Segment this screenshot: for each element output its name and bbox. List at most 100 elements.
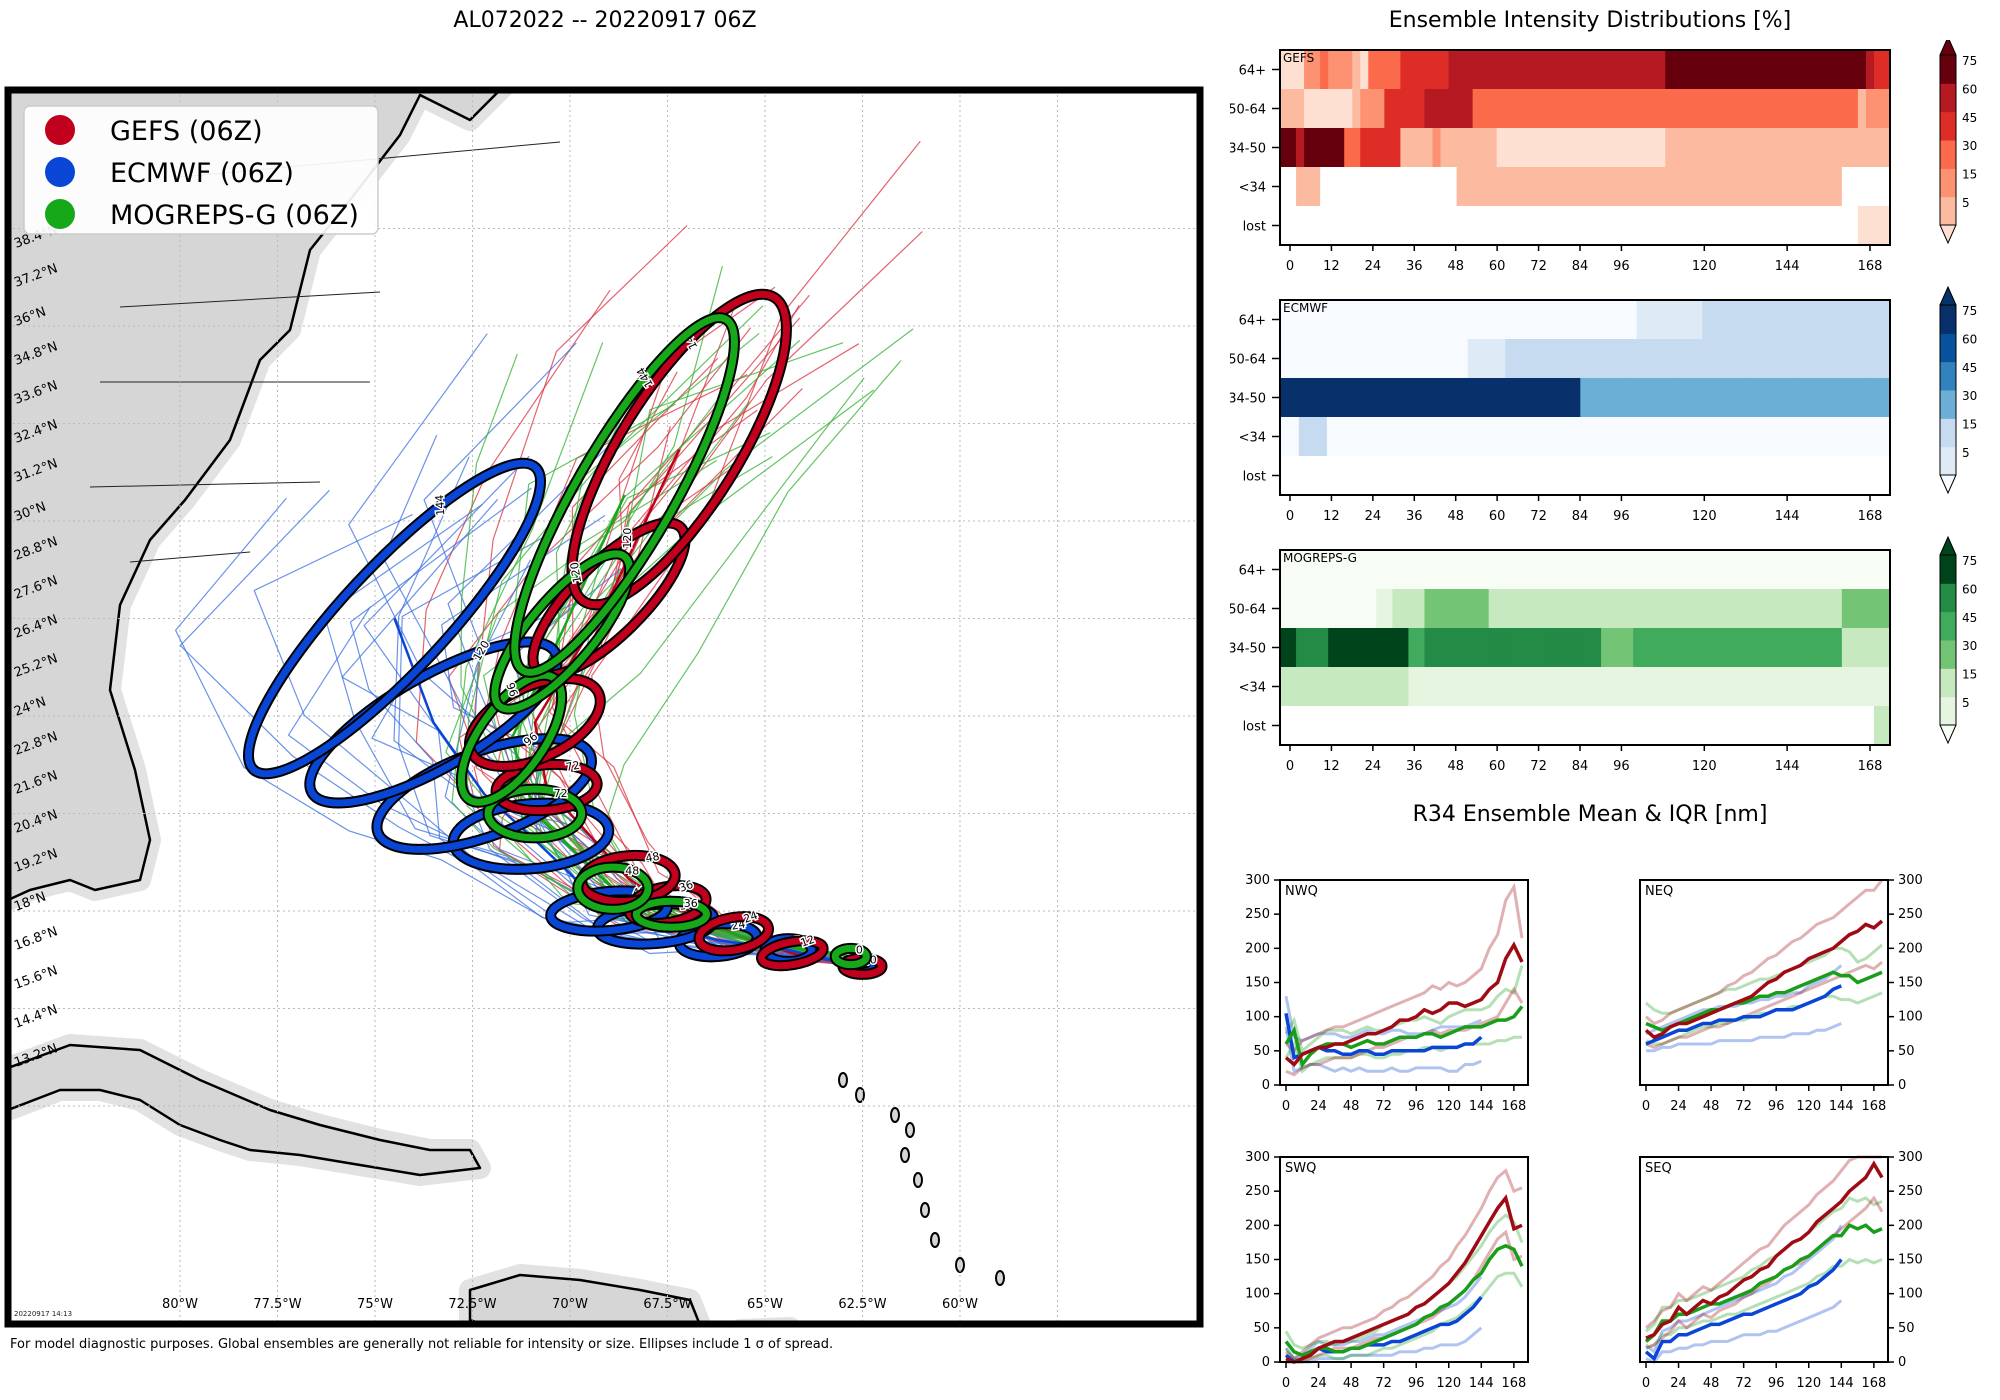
x-tick-label: 0 [1286, 259, 1294, 274]
heat-cell [1674, 300, 1685, 340]
heat-cell [1749, 456, 1760, 496]
heat-cell [1336, 128, 1345, 168]
heat-cell [1849, 550, 1859, 590]
heat-cell [1552, 706, 1562, 746]
ellipse-gefs-24h: 24 [693, 907, 774, 957]
heat-cell [1593, 628, 1602, 668]
heat-cell [1833, 550, 1843, 590]
heat-cell [1681, 667, 1690, 707]
heat-cell [1384, 706, 1393, 746]
heat-cell [1495, 456, 1506, 496]
x-tick-label: 72 [1530, 509, 1547, 524]
heat-cell [1430, 378, 1441, 418]
ecmwf-dot-icon [45, 157, 75, 187]
heat-cell [1881, 667, 1891, 707]
heat-cell [1737, 50, 1747, 90]
heat-cell [1344, 128, 1353, 168]
heat-cell [1360, 550, 1369, 590]
heat-cell [1739, 456, 1750, 496]
heat-cell [1758, 339, 1769, 379]
heat-cell [1456, 167, 1466, 207]
heat-cell [1713, 128, 1723, 168]
heat-cell [1360, 128, 1369, 168]
heat-cell [1673, 628, 1682, 668]
heat-cell [1761, 706, 1771, 746]
heat-cell [1809, 206, 1819, 246]
heat-cell [1737, 628, 1747, 668]
heat-cell [1745, 128, 1755, 168]
iqr-line-gefs [1645, 879, 1884, 1026]
heat-cell [1298, 300, 1309, 340]
heat-cell [1477, 378, 1488, 418]
panel-name: NEQ [1645, 884, 1673, 899]
heat-cell [1472, 550, 1482, 590]
colorbar: 5 15 30 45 60 75 [1939, 285, 1977, 495]
heat-cell [1657, 589, 1666, 629]
heat-cell [1805, 456, 1816, 496]
heat-cell [1336, 50, 1345, 90]
heat-cell [1721, 628, 1731, 668]
state-border [129, 551, 251, 563]
gefs-dot-icon [45, 115, 75, 145]
heat-cell [1609, 706, 1618, 746]
heat-cell [1368, 706, 1377, 746]
heat-cell [1873, 50, 1883, 90]
heat-cell [1721, 706, 1731, 746]
heat-cell [1617, 456, 1628, 496]
heat-cell [1480, 50, 1490, 90]
heat-cell [1817, 589, 1827, 629]
heat-cell [1364, 339, 1375, 379]
heat-cell [1486, 417, 1497, 457]
heat-cell [1817, 89, 1827, 129]
x-tick-label: 72 [1735, 1099, 1752, 1114]
heat-cell [1737, 589, 1747, 629]
heat-cell [1857, 706, 1867, 746]
heat-cell [1544, 206, 1554, 246]
ellipse-ring [695, 913, 772, 955]
heat-cell [1873, 667, 1883, 707]
heat-cell [1753, 667, 1763, 707]
iqr-line-mogreps-g [1645, 943, 1883, 1015]
x-tick-label: 24 [1670, 1099, 1687, 1114]
heat-cell [1825, 667, 1835, 707]
heat-cell [1737, 550, 1747, 590]
heat-cell [1737, 206, 1747, 246]
heat-cell [1805, 378, 1816, 418]
heat-cell [1552, 667, 1562, 707]
heat-cell [1681, 706, 1690, 746]
heat-cell [1544, 167, 1554, 207]
colorbar-label: 75 [1962, 554, 1977, 568]
x-tick-label: 168 [1858, 259, 1883, 274]
heat-cell [1456, 128, 1466, 168]
heat-cell [1801, 128, 1811, 168]
heat-cell [1769, 550, 1779, 590]
hour-text: 72 [565, 759, 581, 774]
heat-cell [1472, 589, 1482, 629]
heat-cell [1758, 417, 1769, 457]
x-tick-label: 120 [1436, 1376, 1461, 1391]
heat-cell [1402, 300, 1412, 340]
heat-cell [1448, 550, 1458, 590]
heat-cell [1785, 89, 1795, 129]
row-label: 50-64 [1230, 603, 1266, 618]
heat-cell [1296, 667, 1305, 707]
x-tick-label: 96 [1613, 759, 1630, 770]
x-tick-label: 24 [1365, 759, 1382, 770]
row-label: lost [1243, 720, 1266, 735]
ellipse-mogreps-g-144h: 144 [509, 312, 740, 678]
heat-cell [1673, 667, 1682, 707]
heat-cell [1344, 589, 1353, 629]
heat-cell [1320, 50, 1329, 90]
mean-line-ecmwf [1645, 984, 1842, 1046]
heat-cell [1352, 667, 1361, 707]
heat-cell [1589, 456, 1600, 496]
heat-cell [1440, 550, 1450, 590]
heat-cell [1296, 128, 1305, 168]
heat-cell [1424, 706, 1434, 746]
hour-label: 144 [431, 493, 448, 518]
y-tick-label: 50 [1898, 1044, 1915, 1059]
heat-cell [1312, 89, 1321, 129]
heat-cell [1857, 550, 1867, 590]
heatmap-gefs: GEFS 64+ 50-64 34-50 <34 lost 0 12 24 36 48 60 72 84 9… [1230, 40, 1977, 274]
heatmap-mogreps-g: MOGREPS-G 64+ 50-64 34-50 <34 lost 0 12 24 36 48 60… [1230, 535, 1977, 770]
